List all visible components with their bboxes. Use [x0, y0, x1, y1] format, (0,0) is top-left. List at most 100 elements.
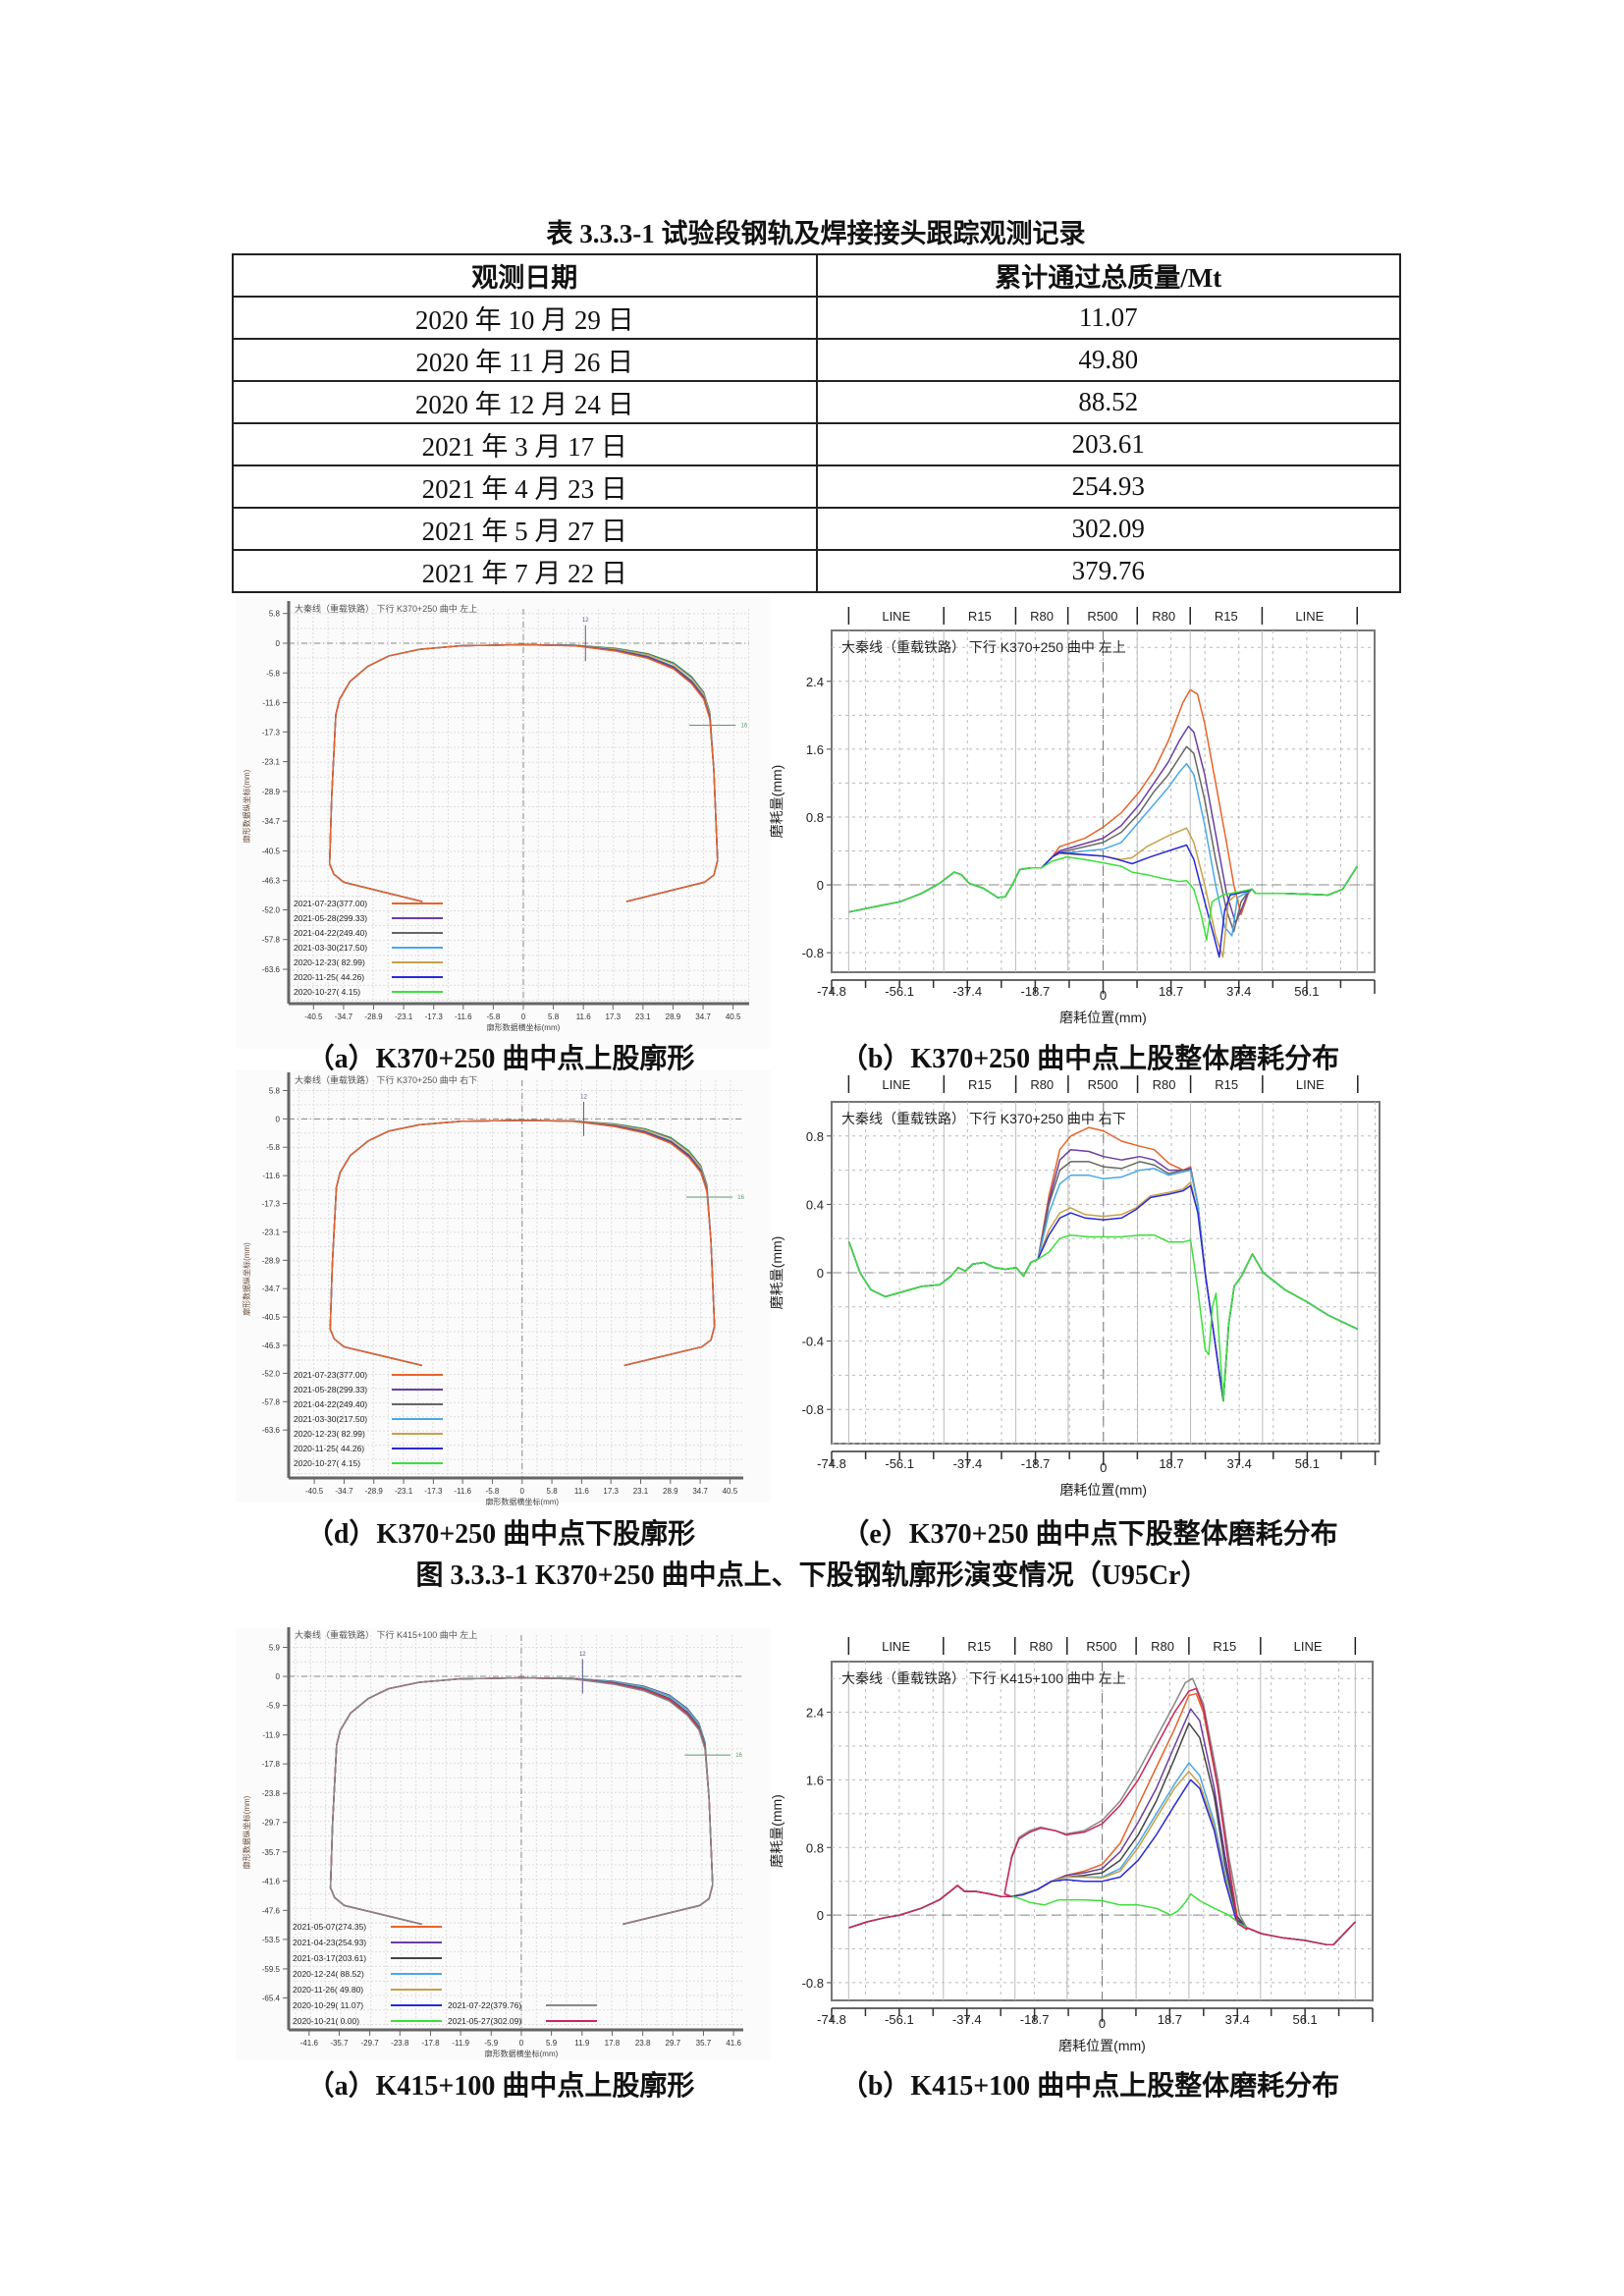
region-label: LINE — [1295, 609, 1324, 624]
y-tick-label: 5.9 — [269, 1644, 281, 1653]
y-tick-label: 0 — [817, 1908, 824, 1923]
legend-label: 2020-12-23( 82.99) — [294, 957, 365, 967]
profile-line — [328, 643, 719, 902]
x-tick-label: 11.6 — [574, 1487, 590, 1496]
y-tick-label: -47.6 — [262, 1906, 281, 1915]
x-tick-label: -11.9 — [452, 2039, 469, 2048]
x-tick-label: -29.7 — [361, 2039, 380, 2048]
x-tick-label: -17.3 — [424, 1487, 443, 1496]
wear-chart-k370-lower: LINE R15 R80 R500 R80 R15 LINE 0.8 0.4 0 -0.4 -0.8 -… — [769, 1075, 1380, 1498]
x-tick-label: 17.3 — [603, 1487, 619, 1496]
y-axis-label: 磨耗量(mm) — [769, 1236, 785, 1310]
figure-caption: 图 3.3.3-1 K370+250 曲中点上、下股钢轨廓形演变情况（U95Cr… — [415, 1560, 1209, 1591]
y-tick-label: -5.8 — [266, 669, 280, 678]
y-tick-label: -52.0 — [262, 1369, 281, 1378]
profile-chart-k415-upper: 5.9 0 -5.9 -11.9 -17.8 -23.8 -29.7 -35.7 -41.6 -4… — [236, 1627, 771, 2060]
x-tick-label: 0 — [519, 2039, 524, 2048]
legend-label: 2021-05-28(299.33) — [294, 913, 367, 923]
x-tick-label: -74.8 — [817, 2012, 846, 2027]
chart-title: 大秦线（重载铁路） 下行 K415+100 曲中 左上 — [841, 1670, 1126, 1686]
y-tick-label: -46.3 — [262, 1341, 281, 1350]
observation-table: 观测日期 累计通过总质量/Mt 2020 年 10 月 29 日 11.07 20… — [232, 253, 1401, 593]
x-tick-label: 35.7 — [696, 2039, 712, 2048]
cell-date: 2020 年 11 月 26 日 — [232, 338, 818, 382]
y-tick-label: 0.8 — [806, 810, 824, 825]
y-tick-label: -5.9 — [266, 1702, 280, 1711]
wear-chart-k415-upper: LINE R15 R80 R500 R80 R15 LINE 2.4 1.6 0.8 0 -0.8 -7… — [769, 1637, 1374, 2053]
x-tick-label: 11.6 — [576, 1012, 592, 1021]
y-axis-label: 廓形数据纵坐标(mm) — [242, 1242, 251, 1316]
x-tick-label: -74.8 — [817, 984, 846, 999]
cell-tonnage: 11.07 — [815, 296, 1401, 340]
table-row: 2020 年 12 月 24 日 88.52 — [232, 380, 1401, 424]
chart-background — [236, 1070, 771, 1503]
x-tick-label: 17.8 — [605, 2039, 621, 2048]
cell-tonnage: 254.93 — [815, 465, 1401, 509]
region-label: R80 — [1152, 609, 1175, 624]
y-tick-label: -57.8 — [262, 936, 281, 945]
grid — [289, 609, 749, 1004]
cell-date: 2021 年 3 月 17 日 — [232, 422, 818, 466]
caption-a-k370: （a）K370+250 曲中点上股廓形 — [306, 1044, 695, 1074]
caption-e-k370: （e）K370+250 曲中点下股整体磨耗分布 — [841, 1519, 1338, 1550]
x-tick-label: -34.7 — [335, 1487, 353, 1496]
x-tick-label: -17.3 — [425, 1012, 444, 1021]
region-label: R80 — [1151, 1639, 1174, 1654]
y-tick-label: 1.6 — [806, 742, 824, 757]
x-tick-label: -28.9 — [364, 1012, 383, 1021]
y-tick-label: 5.8 — [269, 1086, 281, 1095]
x-tick-label: 37.4 — [1226, 984, 1251, 999]
x-tick-label: -74.8 — [817, 1456, 846, 1471]
series-line — [848, 1687, 1356, 1945]
y-tick-label: 0 — [276, 1115, 281, 1123]
x-tick-label: -11.6 — [455, 1012, 472, 1021]
cell-tonnage: 203.61 — [815, 422, 1401, 466]
x-tick-label: 5.9 — [546, 2039, 558, 2048]
x-tick-label: -23.1 — [395, 1012, 413, 1021]
x-tick-label: 34.7 — [695, 1012, 711, 1021]
y-tick-label: -40.5 — [262, 847, 281, 855]
region-label: R15 — [1215, 609, 1238, 624]
marker-label-horizontal: 16 — [737, 1195, 744, 1201]
profile-line — [329, 1676, 714, 1926]
grid — [289, 1080, 743, 1478]
x-tick-label: -56.1 — [885, 984, 914, 999]
y-tick-label: -0.4 — [802, 1335, 824, 1349]
cell-tonnage: 302.09 — [815, 507, 1401, 551]
x-tick-label: 0 — [1100, 988, 1107, 1003]
region-label: R80 — [1030, 1077, 1054, 1092]
x-tick-label: -23.1 — [395, 1487, 413, 1496]
region-label: R500 — [1088, 1077, 1118, 1092]
x-axis-label: 磨耗位置(mm) — [1058, 2038, 1146, 2053]
y-tick-label: 0 — [276, 1672, 281, 1681]
wear-chart-k370-upper: LINE R15 R80 R500 R80 R15 LINE 2.4 1.6 0.8 0 -0.8 -7… — [769, 607, 1376, 1025]
y-tick-label: 0.8 — [806, 1840, 824, 1855]
x-tick-label: -35.7 — [330, 2039, 349, 2048]
y-tick-label: -59.5 — [262, 1965, 281, 1974]
profile-line — [329, 1120, 716, 1367]
x-tick-label: -56.1 — [885, 2012, 914, 2027]
legend-label: 2021-05-27(302.09) — [448, 2016, 521, 2026]
x-tick-label: 17.3 — [605, 1012, 621, 1021]
y-tick-label: 1.6 — [806, 1773, 824, 1787]
marker-label-vertical: 12 — [580, 1094, 587, 1100]
legend-label: 2020-10-27( 4.15) — [294, 987, 360, 997]
legend-label: 2021-05-28(299.33) — [294, 1385, 367, 1394]
y-tick-label: -34.7 — [262, 1285, 281, 1293]
legend-label: 2021-03-30(217.50) — [294, 1414, 367, 1424]
cell-tonnage: 379.76 — [815, 549, 1401, 593]
y-tick-label: 0.8 — [806, 1129, 824, 1144]
x-tick-label: -37.4 — [952, 984, 982, 999]
x-tick-label: 5.8 — [548, 1012, 560, 1021]
x-tick-label: -37.4 — [953, 1456, 983, 1471]
region-label: R80 — [1153, 1077, 1176, 1092]
chart-title: 大秦线（重载铁路） 下行 K370+250 曲中 左上 — [841, 639, 1126, 655]
x-axis-label: 廓形数据横坐标(mm) — [485, 2049, 559, 2058]
chart-title: 大秦线（重载铁路） 下行 K370+250 曲中 左上 — [295, 603, 477, 614]
x-tick-label: 28.9 — [663, 1487, 678, 1496]
cell-tonnage: 49.80 — [815, 338, 1401, 382]
y-tick-label: 2.4 — [806, 1706, 824, 1721]
y-tick-label: -28.9 — [262, 788, 281, 796]
y-tick-label: -0.8 — [802, 1976, 824, 1991]
x-axis-label: 廓形数据横坐标(mm) — [485, 1497, 559, 1506]
